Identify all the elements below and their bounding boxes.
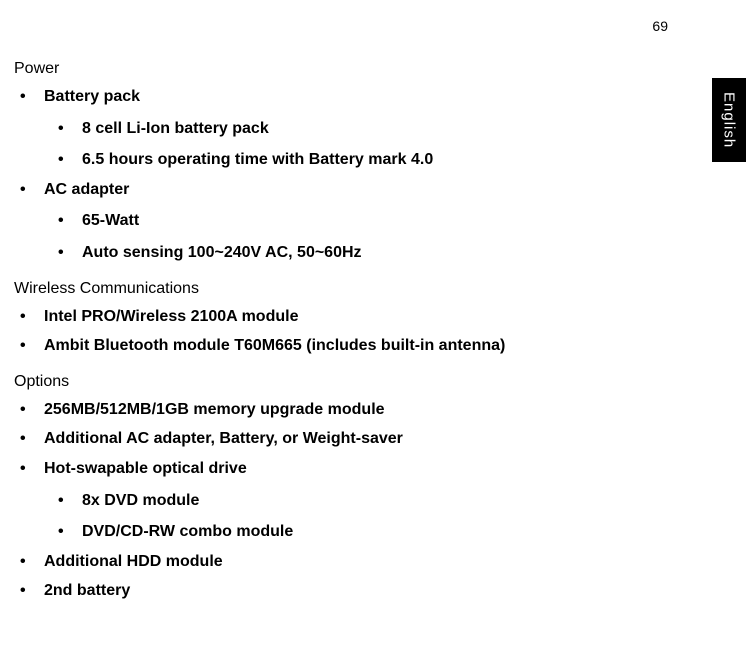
sublist: 8x DVD module DVD/CD-RW combo module (44, 490, 696, 543)
list-item: 8 cell Li-Ion battery pack (44, 118, 696, 140)
page-content: Power Battery pack 8 cell Li-Ion battery… (14, 60, 696, 602)
list-item: Additional AC adapter, Battery, or Weigh… (14, 428, 696, 450)
list-item: Additional HDD module (14, 551, 696, 573)
list-item: 8x DVD module (44, 490, 696, 512)
list-wireless: Intel PRO/Wireless 2100A module Ambit Bl… (14, 306, 696, 357)
list-item-label: AC adapter (44, 181, 129, 198)
list-power: Battery pack 8 cell Li-Ion battery pack … (14, 86, 696, 264)
sublist: 65-Watt Auto sensing 100~240V AC, 50~60H… (44, 210, 696, 263)
section-title-options: Options (14, 373, 696, 391)
language-tab-label: English (721, 92, 738, 148)
section-title-power: Power (14, 60, 696, 78)
language-tab: English (712, 78, 746, 162)
list-item-label: Battery pack (44, 88, 140, 105)
list-item: AC adapter 65-Watt Auto sensing 100~240V… (14, 179, 696, 264)
list-item: 65-Watt (44, 210, 696, 232)
list-item: Battery pack 8 cell Li-Ion battery pack … (14, 86, 696, 171)
list-item: 256MB/512MB/1GB memory upgrade module (14, 399, 696, 421)
list-item: 6.5 hours operating time with Battery ma… (44, 149, 696, 171)
list-options: 256MB/512MB/1GB memory upgrade module Ad… (14, 399, 696, 602)
list-item: 2nd battery (14, 580, 696, 602)
list-item: DVD/CD-RW combo module (44, 521, 696, 543)
list-item: Auto sensing 100~240V AC, 50~60Hz (44, 242, 696, 264)
sublist: 8 cell Li-Ion battery pack 6.5 hours ope… (44, 118, 696, 171)
list-item-label: Hot-swapable optical drive (44, 460, 247, 477)
list-item: Hot-swapable optical drive 8x DVD module… (14, 458, 696, 543)
section-title-wireless: Wireless Communications (14, 280, 696, 298)
list-item: Ambit Bluetooth module T60M665 (includes… (14, 335, 696, 357)
list-item: Intel PRO/Wireless 2100A module (14, 306, 696, 328)
page-number: 69 (652, 18, 668, 34)
